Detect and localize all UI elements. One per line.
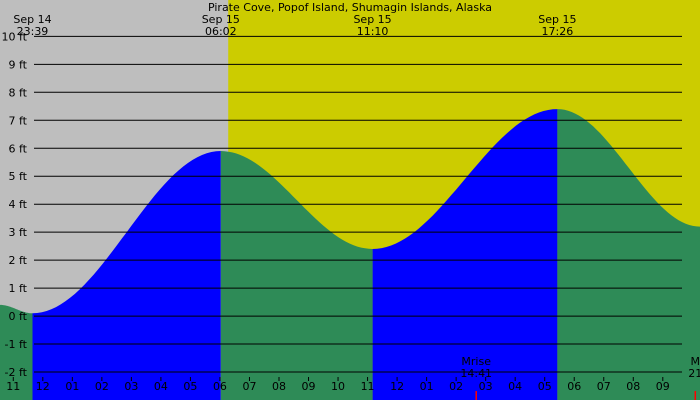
falling-tide-segment <box>557 109 700 400</box>
x-tick-label: 09 <box>656 380 670 393</box>
x-tick-label: 08 <box>626 380 640 393</box>
tide-extreme-date: Sep 14 <box>13 13 51 26</box>
moon-event-label: Mrise <box>461 355 491 368</box>
y-tick-label: 9 ft <box>9 58 28 71</box>
y-tick-label: 10 ft <box>2 30 28 43</box>
y-tick-label: 8 ft <box>9 86 28 99</box>
falling-tide-segment <box>220 151 373 400</box>
x-tick-label: 02 <box>449 380 463 393</box>
rising-tide-segment <box>372 109 558 400</box>
tide-extreme-date: Sep 15 <box>353 13 391 26</box>
x-tick-label: 07 <box>597 380 611 393</box>
y-tick-label: 5 ft <box>9 170 28 183</box>
x-tick-label: 11 <box>6 380 20 393</box>
tide-extreme-time: 23:39 <box>17 25 49 38</box>
moon-event-label: M <box>691 355 700 368</box>
tide-area-layer <box>0 109 700 400</box>
x-tick-label: 05 <box>538 380 552 393</box>
x-tick-label: 10 <box>331 380 345 393</box>
x-tick-label: 07 <box>242 380 256 393</box>
moon-event-time: 21 <box>688 367 700 380</box>
rising-tide-segment <box>32 151 221 400</box>
tide-extreme-time: 06:02 <box>205 25 237 38</box>
falling-tide-segment <box>0 304 33 400</box>
x-tick-label: 03 <box>479 380 493 393</box>
x-tick-label: 01 <box>420 380 434 393</box>
tide-extreme-time: 11:10 <box>357 25 389 38</box>
y-tick-labels: 10 ft 9 ft 8 ft 7 ft 6 ft 5 ft 4 ft 3 ft 2 ft 1 f… <box>2 30 28 379</box>
y-tick-label: 6 ft <box>9 142 28 155</box>
gridlines <box>34 35 682 373</box>
x-tick-label: 06 <box>213 380 227 393</box>
x-tick-labels: 11 12 01 02 03 04 05 06 07 08 09 10 11 12 01 02 03 04 05 06… <box>6 377 670 393</box>
x-tick-label: 03 <box>124 380 138 393</box>
moon-event-time: 14:41 <box>460 367 492 380</box>
y-tick-label: 1 ft <box>9 282 28 295</box>
y-tick-label: 2 ft <box>9 254 28 267</box>
x-tick-label: 09 <box>302 380 316 393</box>
y-tick-label: 4 ft <box>9 198 28 211</box>
x-tick-label: 06 <box>567 380 581 393</box>
y-tick-label: -2 ft <box>5 366 28 379</box>
chart-title: Pirate Cove, Popof Island, Shumagin Isla… <box>208 1 492 14</box>
y-tick-label: 7 ft <box>9 114 28 127</box>
x-tick-label: 02 <box>95 380 109 393</box>
y-tick-label: -1 ft <box>5 338 28 351</box>
x-tick-label: 01 <box>65 380 79 393</box>
x-tick-label: 04 <box>154 380 168 393</box>
y-tick-label: 0 ft <box>9 310 28 323</box>
tide-extreme-time: 17:26 <box>542 25 574 38</box>
x-tick-label: 08 <box>272 380 286 393</box>
x-tick-label: 12 <box>36 380 50 393</box>
x-tick-label: 11 <box>361 380 375 393</box>
x-tick-label: 12 <box>390 380 404 393</box>
tide-extreme-date: Sep 15 <box>538 13 576 26</box>
x-tick-label: 04 <box>508 380 522 393</box>
tide-extreme-date: Sep 15 <box>202 13 240 26</box>
x-tick-label: 05 <box>183 380 197 393</box>
y-tick-label: 3 ft <box>9 226 28 239</box>
